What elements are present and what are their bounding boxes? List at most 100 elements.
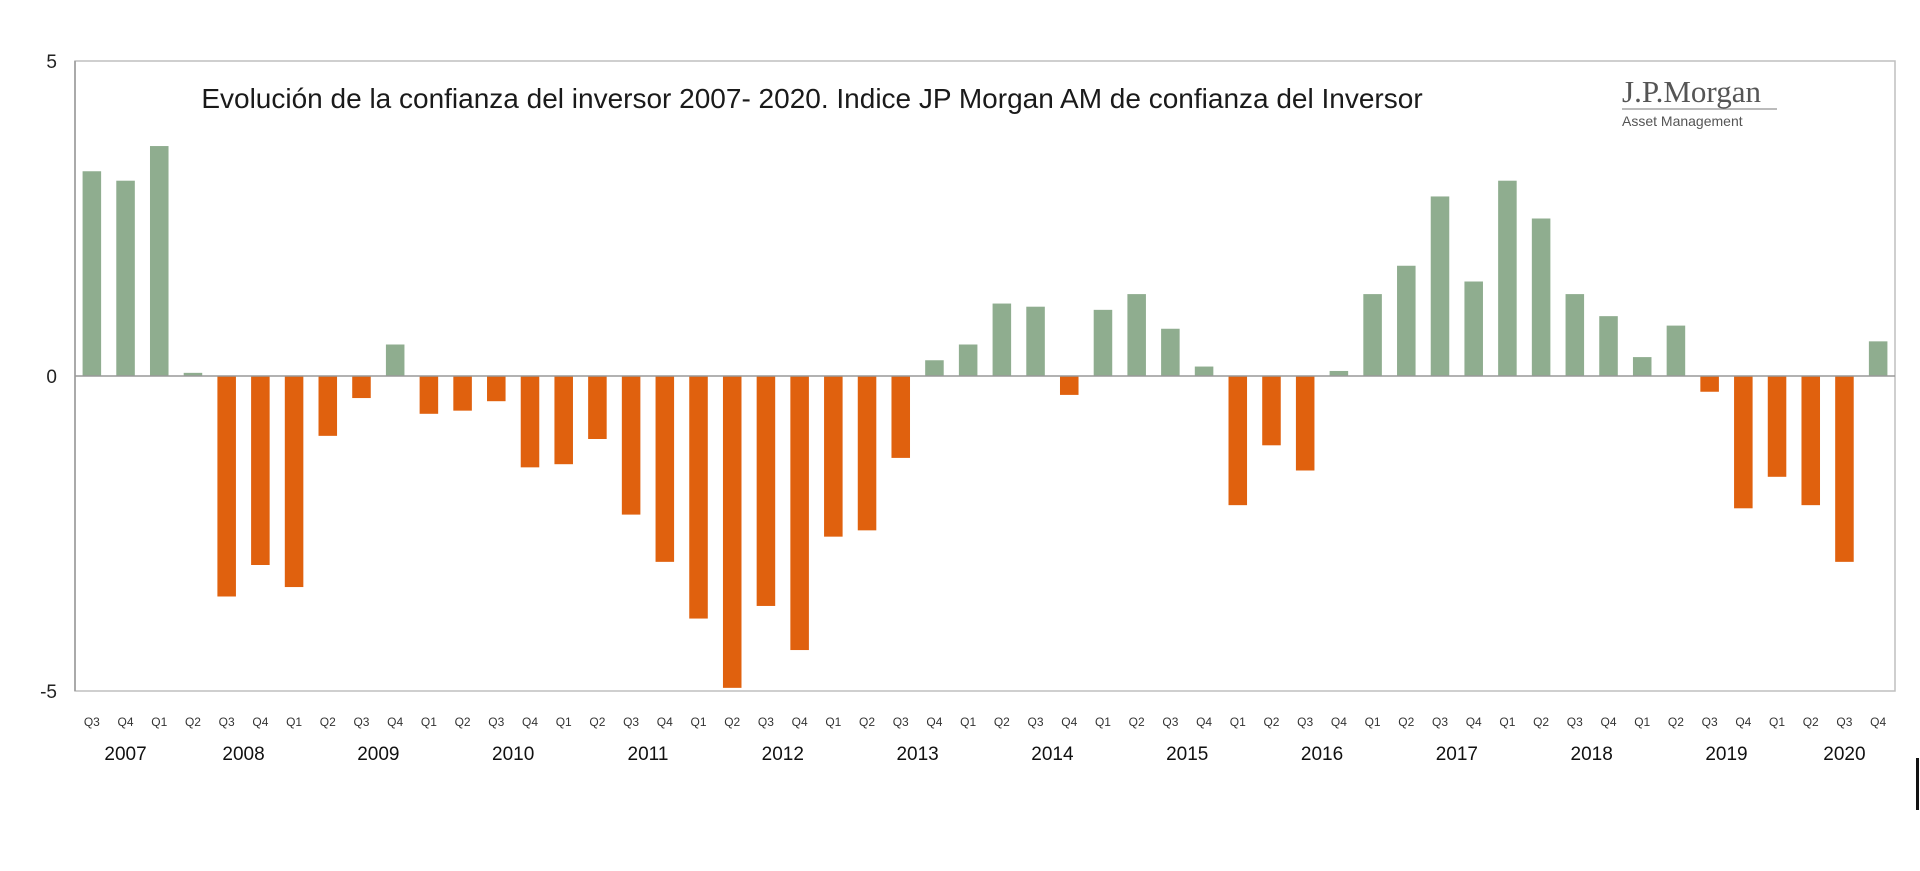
year-tick-label: 2009 (357, 744, 399, 765)
quarter-tick-label: Q3 (1028, 715, 1044, 729)
year-tick-label: 2020 (1823, 744, 1865, 765)
bar-42 (1498, 180, 1517, 376)
quarter-tick-label: Q3 (1567, 715, 1583, 729)
bar-23 (857, 376, 877, 531)
bar-31 (1127, 294, 1146, 376)
bar-4 (217, 376, 236, 597)
quarter-tick-label: Q3 (1836, 715, 1852, 729)
bar-30 (1093, 309, 1113, 376)
bar-21 (790, 376, 809, 651)
bar-0 (82, 171, 102, 376)
quarter-tick-label: Q4 (522, 715, 538, 729)
bar-35 (1262, 376, 1281, 446)
bar-34 (1228, 376, 1248, 506)
jpmorgan-logo: J.P.Morgan Asset Management (1622, 74, 1777, 129)
quarter-tick-label: Q2 (1398, 715, 1414, 729)
bar-17 (655, 376, 675, 562)
quarter-tick-label: Q4 (1331, 715, 1347, 729)
year-tick-label: 2012 (762, 744, 804, 765)
quarter-tick-label: Q3 (1162, 715, 1178, 729)
text-cursor (1916, 758, 1919, 810)
bars (82, 146, 1888, 688)
year-tick-label: 2011 (628, 744, 669, 765)
quarter-tick-label: Q1 (691, 715, 707, 729)
quarter-tick-label: Q4 (1735, 715, 1751, 729)
bar-2 (149, 146, 169, 376)
quarter-tick-label: Q2 (1533, 715, 1549, 729)
quarter-tick-label: Q3 (1432, 715, 1448, 729)
quarter-tick-label: Q3 (1702, 715, 1718, 729)
quarter-tick-label: Q1 (825, 715, 841, 729)
bar-33 (1194, 366, 1214, 376)
bar-7 (318, 376, 338, 436)
bar-52 (1835, 376, 1854, 562)
quarter-tick-label: Q2 (320, 715, 336, 729)
quarter-tick-label: Q3 (1297, 715, 1313, 729)
year-tick-label: 2007 (104, 744, 146, 765)
quarter-tick-label: Q1 (1095, 715, 1111, 729)
bar-20 (756, 376, 776, 606)
quarter-tick-label: Q1 (1499, 715, 1515, 729)
quarter-tick-label: Q2 (724, 715, 740, 729)
quarter-tick-label: Q1 (960, 715, 976, 729)
bar-27 (992, 303, 1012, 376)
year-tick-label: 2017 (1436, 744, 1478, 765)
quarter-tick-label: Q1 (1769, 715, 1785, 729)
quarter-tick-label: Q2 (994, 715, 1010, 729)
bar-18 (689, 376, 708, 619)
y-tick-labels: 5 0 -5 (40, 52, 57, 703)
x-tick-labels: Q3 Q4 Q1 Q2 Q3 Q4 Q1 Q2 Q3 Q4 Q1 Q2 Q3 Q4 Q1 Q2 Q3 Q4 Q1 Q2… (84, 715, 1887, 765)
bar-40 (1430, 196, 1450, 376)
bar-28 (1026, 306, 1045, 376)
bar-32 (1161, 328, 1180, 376)
bar-29 (1059, 376, 1079, 395)
bar-15 (588, 376, 607, 439)
bar-26 (958, 344, 978, 376)
quarter-tick-label: Q2 (1668, 715, 1684, 729)
bar-50 (1767, 376, 1787, 477)
year-tick-label: 2015 (1166, 744, 1208, 765)
bar-39 (1397, 265, 1416, 376)
quarter-tick-label: Q3 (353, 715, 369, 729)
bar-45 (1599, 316, 1618, 376)
bar-43 (1531, 218, 1551, 376)
quarter-tick-label: Q3 (893, 715, 909, 729)
bar-38 (1363, 294, 1382, 376)
quarter-tick-label: Q2 (589, 715, 605, 729)
bar-37 (1329, 370, 1349, 376)
quarter-tick-label: Q1 (1230, 715, 1246, 729)
quarter-tick-label: Q4 (657, 715, 673, 729)
quarter-tick-label: Q2 (1263, 715, 1279, 729)
bar-19 (722, 376, 742, 688)
quarter-tick-label: Q3 (623, 715, 639, 729)
year-tick-label: 2014 (1031, 744, 1074, 765)
bar-13 (520, 376, 540, 468)
bar-9 (385, 344, 405, 376)
quarter-tick-label: Q4 (1870, 715, 1886, 729)
bar-11 (453, 376, 472, 411)
bar-25 (925, 360, 944, 376)
year-tick-label: 2010 (492, 744, 534, 765)
bar-22 (824, 376, 843, 537)
quarter-tick-label: Q1 (1365, 715, 1381, 729)
y-tick-label: 0 (46, 367, 57, 388)
year-tick-label: 2008 (222, 744, 264, 765)
quarter-tick-label: Q4 (252, 715, 268, 729)
quarter-tick-label: Q3 (84, 715, 100, 729)
quarter-tick-label: Q3 (219, 715, 235, 729)
quarter-tick-label: Q4 (1466, 715, 1482, 729)
bar-44 (1565, 294, 1585, 376)
logo-name: J.P.Morgan (1622, 74, 1761, 109)
bar-14 (554, 376, 573, 465)
quarter-tick-label: Q2 (185, 715, 201, 729)
quarter-tick-label: Q1 (1634, 715, 1650, 729)
bar-1 (116, 180, 135, 376)
year-tick-label: 2016 (1301, 744, 1343, 765)
bar-3 (183, 372, 203, 376)
quarter-tick-label: Q4 (1601, 715, 1617, 729)
bar-51 (1801, 376, 1821, 506)
bar-12 (487, 376, 506, 402)
bar-8 (352, 376, 371, 399)
quarter-tick-label: Q2 (1803, 715, 1819, 729)
bar-6 (284, 376, 304, 588)
